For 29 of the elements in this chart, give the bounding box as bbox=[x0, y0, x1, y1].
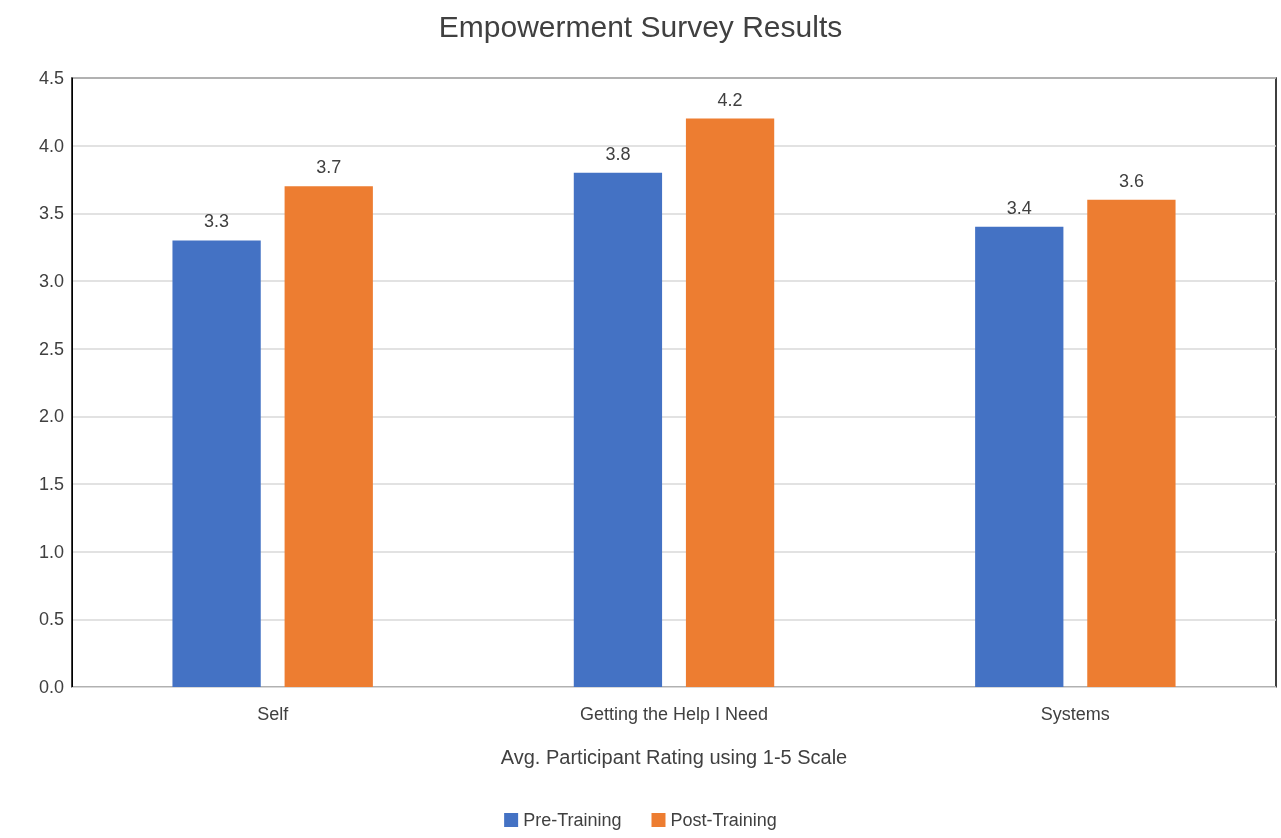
bar bbox=[1087, 199, 1176, 687]
chart-title: Empowerment Survey Results bbox=[438, 9, 843, 43]
y-tick-label: 3.5 bbox=[38, 203, 64, 224]
x-tick-label: Self bbox=[257, 704, 290, 724]
bar bbox=[172, 240, 261, 687]
bar bbox=[685, 118, 775, 687]
bar bbox=[573, 172, 663, 687]
y-tick-label: 2.0 bbox=[38, 406, 64, 427]
y-tick-label: 4.5 bbox=[38, 68, 64, 88]
x-axis-title: Avg. Participant Rating using 1-5 Scale bbox=[500, 746, 848, 768]
y-tick-label: 2.5 bbox=[38, 338, 64, 359]
data-label: 3.7 bbox=[316, 157, 342, 178]
data-label: 3.8 bbox=[605, 143, 631, 164]
x-tick-label: Systems bbox=[1040, 704, 1110, 724]
data-label: 3.3 bbox=[204, 211, 230, 232]
y-tick-label: 3.0 bbox=[38, 271, 64, 291]
bar bbox=[284, 186, 373, 687]
x-tick-label: Getting the Help I Need bbox=[579, 704, 769, 724]
bar bbox=[975, 226, 1064, 687]
y-tick-label: 0.5 bbox=[38, 609, 64, 630]
y-tick-label: 1.0 bbox=[38, 541, 64, 562]
data-label: 3.6 bbox=[1118, 170, 1144, 191]
y-tick-label: 0.0 bbox=[38, 677, 64, 697]
data-label: 3.4 bbox=[1006, 197, 1032, 218]
y-tick-label: 1.5 bbox=[38, 474, 64, 494]
data-label: 4.2 bbox=[717, 89, 743, 110]
legend-label: Post-Training bbox=[670, 810, 777, 830]
y-tick-label: 4.0 bbox=[38, 135, 64, 156]
legend-label: Pre-Training bbox=[523, 810, 622, 830]
